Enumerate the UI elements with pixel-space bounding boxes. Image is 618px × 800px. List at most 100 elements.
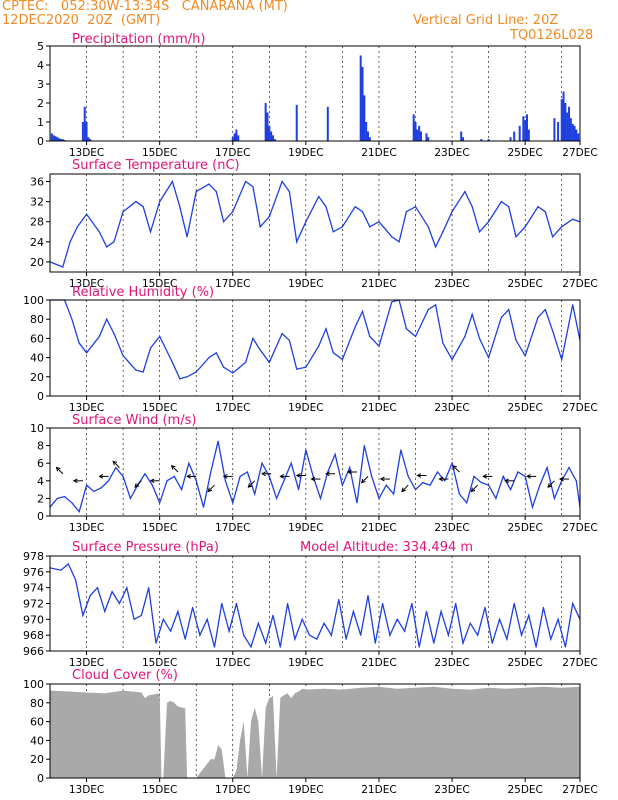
pressure-point [506,638,508,640]
cloud-point [236,770,237,771]
rh-point [414,335,417,338]
temp-point [332,231,334,233]
precip-bar [522,116,525,141]
precip-bar [271,135,274,141]
x-tick-label: 19DEC [288,278,323,290]
wind-arrow [471,484,479,492]
rh-line [50,299,581,380]
cloud-point [269,697,270,699]
precip-bar [235,129,238,141]
wind-point [129,497,132,499]
precip-bar [414,122,417,141]
pressure-point [243,634,245,636]
rh-point [122,355,124,357]
temp-point [435,246,437,248]
wind-arrow-head [134,483,140,488]
rh-point [325,328,327,330]
y-tick-label: 10 [30,422,44,435]
x-tick-label: 19DEC [288,657,323,669]
wind-point [400,449,402,451]
precip-bar [416,129,419,141]
pressure-point [213,646,216,648]
pressure-point [352,610,354,613]
wind-arrow [171,465,179,473]
pressure-point [462,642,464,644]
wind-point [144,473,146,475]
pressure-point [308,634,311,636]
cloud-point [323,688,325,689]
rh-point [341,358,344,361]
wind-point [151,484,153,486]
precip-bar [518,125,521,141]
pressure-point [294,638,296,640]
wind-point [159,502,161,504]
cloud-point [148,694,149,696]
wind-arrow [361,476,369,484]
x-tick-label: 27DEC [562,402,597,414]
precip-bar [237,135,240,141]
wind-arrow-head [247,483,253,488]
wind-arrow-head [55,466,61,472]
precip-bar [560,99,563,141]
wind-point [363,445,365,447]
wind-point [166,480,168,482]
x-tick-label: 19DEC [288,522,323,534]
precip-bar [295,104,298,141]
y-tick-label: 970 [23,613,44,626]
wind-point [371,475,373,477]
wind-point [546,467,548,469]
pressure-point [265,642,267,644]
cloud-point [86,692,87,693]
pressure-point [360,634,362,636]
cloud-point [254,707,255,708]
wind-point [568,467,570,469]
x-tick-label: 15DEC [142,784,177,796]
temp-point [268,216,270,218]
cloud-point [301,688,303,689]
wind-arrow-head [222,474,228,479]
temp-point [405,211,407,213]
pressure-point [484,606,486,609]
x-tick-label: 17DEC [215,147,250,159]
y-tick-label: 100 [23,678,44,691]
pressure-point [221,602,223,605]
wind-point [524,475,526,477]
cloud-point [396,688,398,689]
y-tick-label: 972 [23,598,44,611]
rh-point [78,342,80,344]
pressure-point [418,646,420,648]
pressure-point [382,602,384,605]
cloud-point [173,702,175,704]
pressure-point [67,563,69,565]
wind-point [85,484,88,486]
wind-arrow-head [112,460,118,466]
rh-point [232,372,234,374]
x-tick-label: 15DEC [142,522,177,534]
pressure-point [82,614,84,616]
rh-point [281,333,283,335]
x-tick-label: 21DEC [361,147,396,159]
temp-point [551,236,554,238]
x-tick-label: 17DEC [215,278,250,290]
precip-bar [418,125,421,141]
wind-frame [49,427,581,517]
wind-point [495,497,497,499]
wind-point [356,502,358,504]
precip-bar [264,103,267,141]
pressure-point [250,646,252,648]
x-tick-label: 13DEC [69,522,104,534]
y-tick-label: 968 [23,629,44,642]
pressure-point [286,602,289,605]
rh-point [451,358,453,361]
wind-point [122,475,124,477]
rh-point [268,361,270,363]
x-tick-label: 21DEC [361,278,396,290]
x-tick-label: 25DEC [507,657,542,669]
y-tick-label: 2 [37,492,44,505]
wind-point [210,471,212,473]
rh-point [478,337,481,339]
x-tick-label: 17DEC [215,784,250,796]
temp-point [122,211,124,213]
wind-point [312,475,314,477]
